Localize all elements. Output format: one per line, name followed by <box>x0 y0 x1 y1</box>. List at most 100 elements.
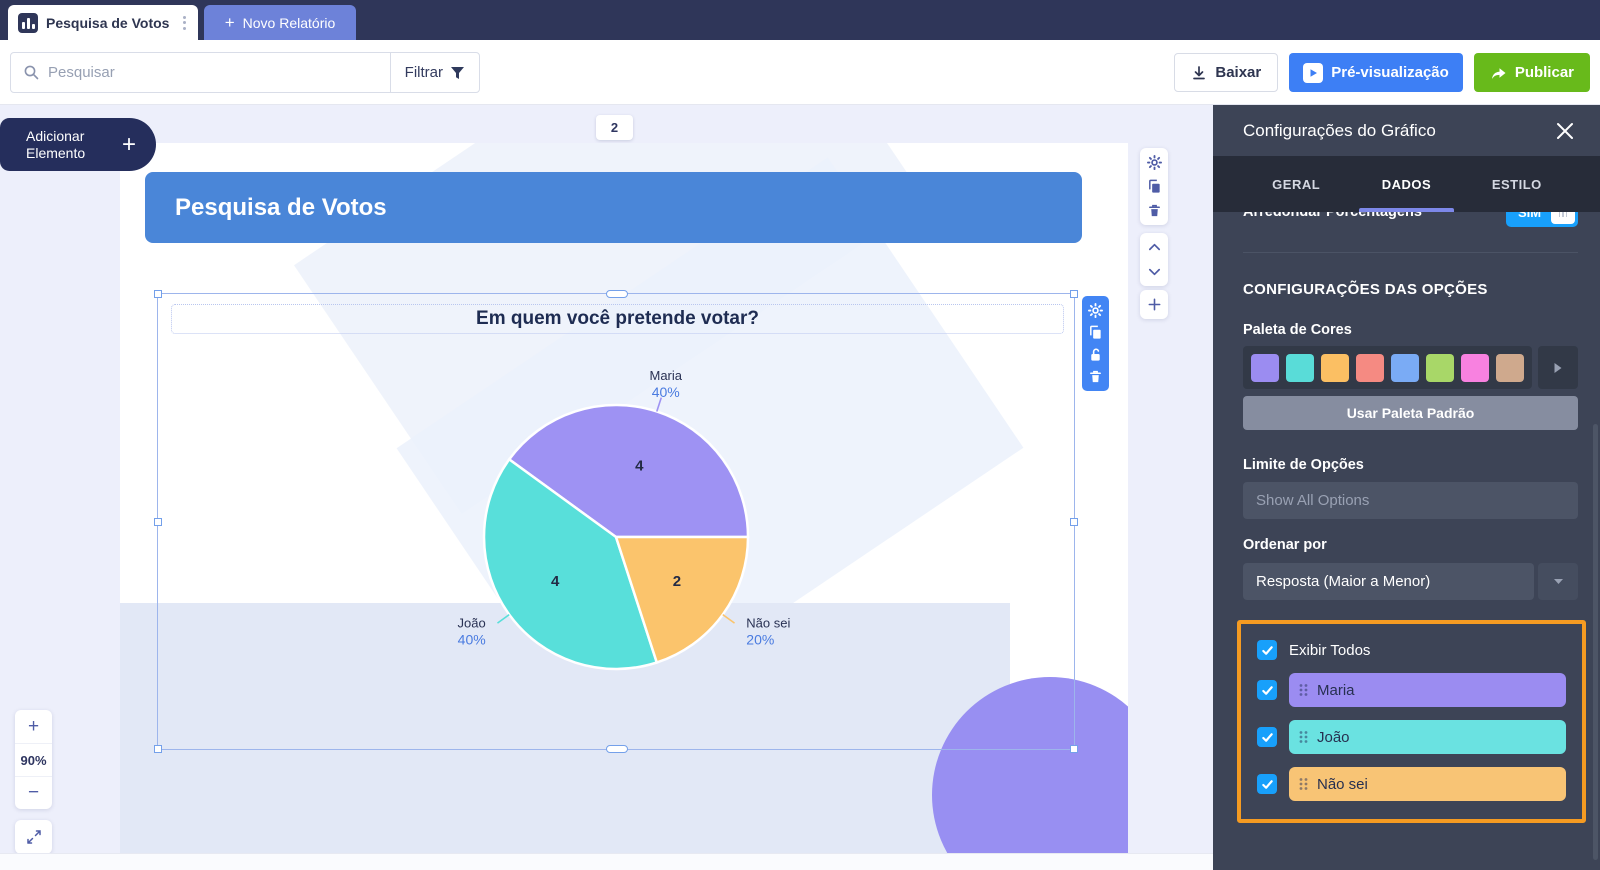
palette-swatch-5[interactable] <box>1426 353 1454 382</box>
settings-gear-icon[interactable] <box>1088 303 1103 318</box>
duplicate-icon[interactable] <box>1088 325 1103 340</box>
settings-gear-icon[interactable] <box>1146 155 1162 170</box>
tab-estilo[interactable]: ESTILO <box>1491 176 1542 192</box>
pie-slice-0[interactable] <box>507 403 750 539</box>
report-tab-active[interactable]: Pesquisa de Votos <box>8 5 198 40</box>
share-arrow-icon <box>1491 67 1506 79</box>
trash-icon[interactable] <box>1088 369 1103 384</box>
drag-handle-icon <box>1299 684 1308 696</box>
option-checkbox[interactable] <box>1257 727 1277 747</box>
toggle-knob <box>1551 212 1575 224</box>
option-pill[interactable]: Maria <box>1289 673 1566 707</box>
expand-icon <box>26 830 41 844</box>
kebab-menu-icon[interactable] <box>179 12 190 34</box>
pie-slice-name: Maria <box>650 368 683 383</box>
color-palette <box>1243 346 1532 389</box>
option-pill[interactable]: João <box>1289 720 1566 754</box>
search-input[interactable] <box>40 64 390 81</box>
option-label: Maria <box>1317 681 1355 699</box>
download-button[interactable]: Baixar <box>1174 53 1279 92</box>
download-icon <box>1193 65 1206 79</box>
select-caret-button[interactable] <box>1538 563 1578 600</box>
palette-swatch-6[interactable] <box>1461 353 1489 382</box>
show-all-row: Exibir Todos <box>1257 640 1566 660</box>
toolbar: Filtrar Baixar Pré-visualização Publicar <box>0 40 1600 105</box>
reorder-toolbar <box>1140 233 1168 286</box>
report-tab-label: Pesquisa de Votos <box>46 14 170 31</box>
options-highlight-box: Exibir Todos Maria <box>1237 620 1586 823</box>
panel-scrollbar[interactable] <box>1593 424 1598 860</box>
preview-button[interactable]: Pré-visualização <box>1289 53 1463 92</box>
publish-button[interactable]: Publicar <box>1473 53 1590 92</box>
element-toolbar <box>1082 296 1109 391</box>
palette-swatch-1[interactable] <box>1286 353 1314 382</box>
resize-handle-nw[interactable] <box>154 290 162 298</box>
pie-chart-element[interactable]: Em quem você pretende votar? 4 Maria 40% 4 J… <box>154 290 1078 753</box>
report-header-element[interactable]: Pesquisa de Votos <box>145 172 1082 243</box>
add-page-toolbar <box>1140 290 1168 319</box>
filter-button[interactable]: Filtrar <box>389 53 479 92</box>
option-checkbox[interactable] <box>1257 680 1277 700</box>
palette-swatch-0[interactable] <box>1251 353 1279 382</box>
resize-handle-w[interactable] <box>154 518 162 526</box>
caret-down-icon <box>1553 579 1563 584</box>
page-number-badge: 2 <box>596 115 633 140</box>
resize-handle-ne[interactable] <box>1070 290 1078 298</box>
close-icon[interactable] <box>1554 120 1576 142</box>
palette-swatch-2[interactable] <box>1321 353 1349 382</box>
add-element-button[interactable]: Adicionar Elemento + <box>0 118 156 171</box>
report-page[interactable]: Pesquisa de Votos Em quem você pretende … <box>120 143 1128 853</box>
use-default-palette-button[interactable]: Usar Paleta Padrão <box>1243 396 1578 430</box>
funnel-icon <box>451 66 464 79</box>
unlock-icon[interactable] <box>1088 347 1103 362</box>
resize-handle-s[interactable] <box>606 745 628 753</box>
toggle-on-label: SIM <box>1518 212 1542 220</box>
chart-title-box[interactable]: Em quem você pretende votar? <box>171 304 1064 334</box>
plus-icon: + <box>121 130 136 158</box>
palette-swatch-7[interactable] <box>1496 353 1524 382</box>
pie-slice-percent: 40% <box>458 632 486 648</box>
option-pill[interactable]: Não sei <box>1289 767 1566 801</box>
pie-slice-2[interactable] <box>614 535 750 665</box>
new-report-tab[interactable]: + Novo Relatório <box>204 5 356 40</box>
add-element-line2: Elemento <box>26 144 86 161</box>
palette-swatch-4[interactable] <box>1391 353 1419 382</box>
panel-content: Arredondar Porcentagens SIM CONFIGURAÇÕE… <box>1213 212 1600 870</box>
options-limit-input[interactable] <box>1243 492 1578 509</box>
zoom-in-button[interactable]: + <box>27 715 40 737</box>
round-percentages-toggle[interactable]: SIM <box>1506 212 1578 227</box>
pie-slice-1[interactable] <box>482 457 659 671</box>
option-checkbox[interactable] <box>1257 774 1277 794</box>
filter-label: Filtrar <box>404 64 443 81</box>
drag-handle-icon <box>1299 731 1308 743</box>
pie-value-label: 4 <box>551 573 560 590</box>
plus-icon[interactable] <box>1147 297 1162 312</box>
zoom-out-button[interactable]: − <box>15 776 52 809</box>
duplicate-icon[interactable] <box>1147 179 1162 194</box>
palette-next-button[interactable] <box>1538 346 1578 389</box>
resize-handle-se[interactable] <box>1070 745 1078 753</box>
resize-handle-e[interactable] <box>1070 518 1078 526</box>
search-icon <box>23 64 40 81</box>
drag-handle-icon <box>1299 778 1308 790</box>
tab-geral[interactable]: GERAL <box>1272 176 1321 192</box>
new-report-label: Novo Relatório <box>242 14 336 31</box>
show-all-checkbox[interactable] <box>1257 640 1277 660</box>
chevron-up-icon[interactable] <box>1147 240 1162 255</box>
resize-handle-n[interactable] <box>606 290 628 298</box>
trash-icon[interactable] <box>1147 203 1162 218</box>
pie-slice-percent: 40% <box>652 384 680 400</box>
fullscreen-button[interactable] <box>15 820 52 854</box>
option-row-nao-sei: Não sei <box>1257 767 1566 801</box>
palette-swatch-3[interactable] <box>1356 353 1384 382</box>
chevron-down-icon[interactable] <box>1147 264 1162 279</box>
play-icon <box>1303 62 1324 83</box>
download-label: Baixar <box>1215 64 1262 81</box>
resize-handle-sw[interactable] <box>154 745 162 753</box>
page-toolbar <box>1140 148 1168 225</box>
tab-dados[interactable]: DADOS <box>1351 156 1461 212</box>
option-row-joao: João <box>1257 720 1566 754</box>
sort-select[interactable]: Resposta (Maior a Menor) <box>1243 563 1578 600</box>
options-limit-field <box>1243 482 1578 519</box>
